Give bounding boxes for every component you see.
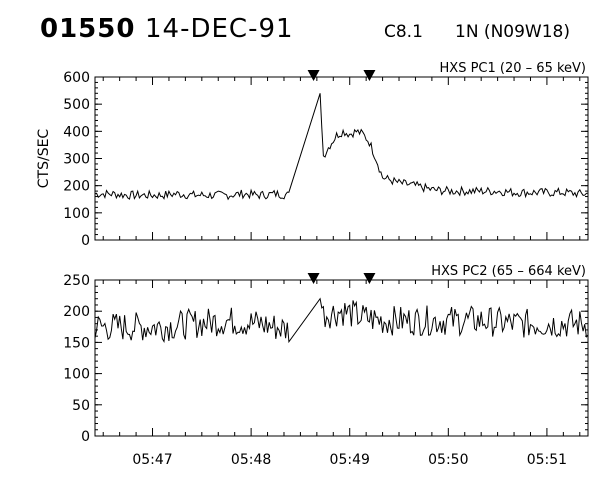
y-tick-label: 100: [63, 367, 90, 383]
event-date: 14-DEC-91: [145, 14, 294, 44]
y-tick-label: 200: [63, 304, 90, 320]
y-tick-label: 200: [63, 179, 90, 195]
y-tick-label: 400: [63, 124, 90, 140]
plot-frame: [94, 279, 589, 437]
x-tick-label: 05:49: [330, 452, 370, 468]
chart-panel-2: HXS PC2 (65 – 664 keV) 0 50 100 150 200 250 05:…: [63, 264, 589, 468]
x-tick-label: 05:51: [527, 452, 567, 468]
interval-marker: [363, 273, 376, 284]
flare-location: 1N (N09W18): [455, 22, 570, 42]
interval-marker: [307, 70, 320, 81]
y-tick-label: 500: [63, 97, 90, 113]
y-axis-label: CTS/SEC: [36, 129, 52, 189]
y-tick-label: 0: [81, 429, 90, 445]
plot-frame: [94, 76, 589, 241]
y-tick-label: 300: [63, 152, 90, 168]
panel-title: HXS PC2 (65 – 664 keV): [431, 264, 586, 279]
x-tick-label: 05:48: [231, 452, 271, 468]
y-tick-label: 250: [63, 273, 90, 289]
count-rate-curve: [94, 297, 589, 344]
x-tick-label: 05:50: [428, 452, 468, 468]
y-tick-label: 600: [63, 70, 90, 86]
interval-marker: [363, 70, 376, 81]
goes-class: C8.1: [384, 22, 423, 42]
chart-panel-1: HXS PC1 (20 – 65 keV) 0 100 200 300 400 500 600…: [36, 61, 589, 249]
event-id: 01550: [40, 14, 136, 44]
count-rate-curve: [94, 93, 589, 201]
interval-marker: [307, 273, 320, 284]
y-tick-label: 0: [81, 233, 90, 249]
panel-title: HXS PC1 (20 – 65 keV): [440, 61, 586, 76]
y-tick-label: 100: [63, 206, 90, 222]
x-tick-label: 05:47: [132, 452, 172, 468]
y-tick-label: 50: [72, 398, 90, 414]
y-tick-label: 150: [63, 335, 90, 351]
